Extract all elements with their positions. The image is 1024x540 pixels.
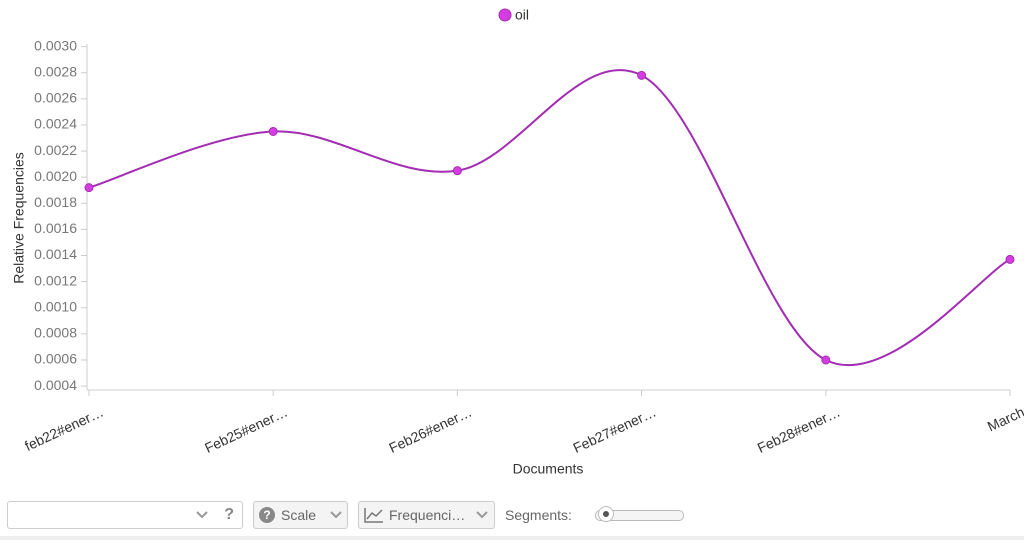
svg-text:?: ? <box>263 508 270 522</box>
x-tick-label: Feb25#ener… <box>202 404 290 456</box>
help-icon: ? <box>259 507 275 523</box>
help[interactable]: ? <box>224 506 234 523</box>
y-tick-label: 0.0028 <box>34 63 77 79</box>
chevron <box>330 511 342 519</box>
data-point <box>452 166 462 176</box>
legend-swatch <box>498 8 512 22</box>
y-tick-label: 0.0006 <box>34 351 77 367</box>
chevron <box>196 511 208 519</box>
scale-label: Scale <box>281 507 317 523</box>
y-tick-label: 0.0004 <box>34 377 77 393</box>
frequencies-label: Frequenci… <box>389 507 466 523</box>
footer-strip <box>0 536 1024 540</box>
y-tick-label: 0.0010 <box>34 298 77 314</box>
chevron <box>476 511 488 519</box>
frequencies-button[interactable]: Frequenci… <box>358 501 495 529</box>
legend-label: oil <box>515 7 529 23</box>
data-point <box>1005 254 1015 264</box>
y-tick-label: 0.0012 <box>34 272 77 288</box>
data-point <box>84 183 94 193</box>
data-point <box>821 355 831 365</box>
y-tick-label: 0.0024 <box>34 116 77 132</box>
y-tick-label: 0.0008 <box>34 325 77 341</box>
document-select[interactable]: ? <box>7 501 243 529</box>
y-tick-label: 0.0014 <box>34 246 77 262</box>
chart-icon <box>364 508 383 523</box>
y-tick-label: 0.0016 <box>34 220 77 236</box>
x-axis-title: Documents <box>513 461 584 477</box>
scale-button[interactable]: ? Scale <box>253 501 348 529</box>
segments-slider[interactable] <box>595 510 684 521</box>
y-tick-label: 0.0030 <box>34 37 77 53</box>
series-line <box>88 68 1011 367</box>
segments-label: Segments: <box>505 507 572 523</box>
x-tick-label: Feb26#ener… <box>386 404 474 456</box>
x-tick-label: March <box>985 404 1024 435</box>
chart: Documents Relative Frequencies 0.0004 0.0… <box>11 7 1024 477</box>
y-tick-label: 0.0022 <box>34 142 77 158</box>
data-point <box>268 126 278 136</box>
y-tick-label: 0.0026 <box>34 90 77 106</box>
data-point <box>637 70 647 80</box>
y-tick-label: 0.0018 <box>34 194 77 210</box>
y-tick-label: 0.0020 <box>34 168 77 184</box>
x-tick-label: Feb28#ener… <box>755 404 843 456</box>
x-tick-label: feb22#ener… <box>22 404 106 454</box>
slider-handle[interactable] <box>598 506 614 522</box>
y-axis-title: Relative Frequencies <box>11 152 27 284</box>
x-tick-label: Feb27#ener… <box>571 404 659 456</box>
